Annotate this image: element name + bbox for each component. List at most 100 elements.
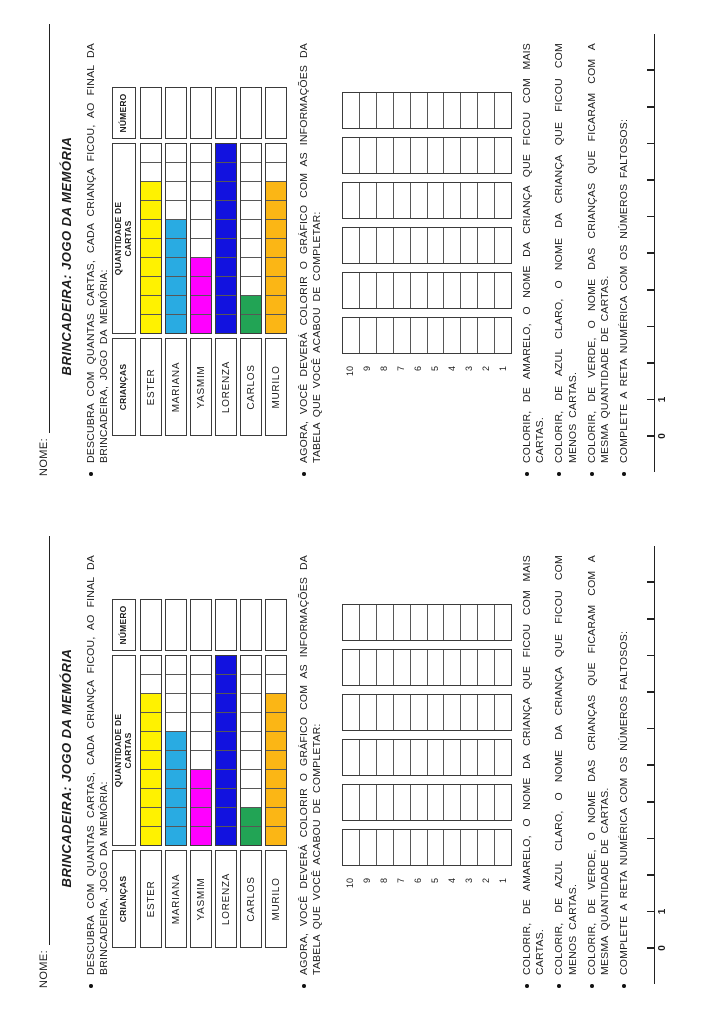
bullet-dot (589, 472, 594, 476)
card-cell (141, 769, 161, 788)
chart-cell (410, 228, 428, 263)
card-cell (166, 807, 186, 826)
chart-cell (376, 785, 394, 820)
chart-cell (359, 785, 377, 820)
table-row: ESTER (140, 87, 162, 436)
chart-column (342, 829, 512, 866)
chart-axis-label: 3 (464, 366, 474, 372)
card-cell (241, 788, 261, 807)
card-cell (141, 656, 161, 674)
cards-strip (190, 655, 212, 846)
chart-cell (393, 830, 411, 865)
bullet-dot (302, 984, 306, 988)
card-cell (191, 731, 211, 750)
card-cell (166, 276, 186, 295)
card-cell (216, 295, 236, 314)
card-cell (241, 750, 261, 769)
card-cell (191, 162, 211, 181)
card-cell (241, 257, 261, 276)
numero-cell (215, 87, 237, 139)
header-numero-label: NÚMERO (118, 93, 129, 133)
card-cell (266, 181, 286, 200)
card-cell (141, 257, 161, 276)
chart-cell (343, 740, 360, 775)
chart-cell (410, 830, 428, 865)
chart-cell (427, 740, 445, 775)
chart-cell (444, 605, 462, 640)
card-cell (266, 295, 286, 314)
card-cell (216, 219, 236, 238)
card-cell (266, 219, 286, 238)
card-cell (216, 826, 236, 845)
chart-cell (444, 138, 462, 173)
chart-cell (495, 605, 511, 640)
task-bullet-text: COLORIR, DE AZUL CLARO, O NOME DA CRIANÇ… (553, 43, 579, 463)
card-cell (216, 788, 236, 807)
chart-cell (461, 605, 479, 640)
number-line-tick (647, 691, 655, 693)
card-cell (241, 656, 261, 674)
chart-cell (376, 228, 394, 263)
task-bullet-text: COLORIR, DE AZUL CLARO, O NOME DA CRIANÇ… (553, 555, 579, 975)
card-cell (191, 769, 211, 788)
card-cell (166, 181, 186, 200)
header-cell-numero: NÚMERO (112, 599, 136, 651)
card-cell (266, 788, 286, 807)
header-criancas-label: CRIANÇAS (118, 875, 129, 923)
chart-cell (427, 830, 445, 865)
number-line-tick (647, 252, 655, 254)
table-row: CARLOS (240, 599, 262, 948)
card-cell (141, 181, 161, 200)
numero-cell (165, 87, 187, 139)
task-bullet: COLORIR, DE VERDE, O NOME DAS CRIANÇAS Q… (586, 536, 612, 988)
task-bullet: COLORIR, DE AMARELO, O NOME DA CRIANÇA Q… (521, 24, 547, 476)
card-cell (166, 314, 186, 333)
child-name-cell: ESTER (140, 850, 162, 948)
card-cell (141, 276, 161, 295)
chart-cell (444, 830, 462, 865)
cards-strip (215, 143, 237, 334)
number-line-tick (647, 179, 655, 181)
card-cell (266, 144, 286, 162)
chart-cell (478, 183, 496, 218)
card-cell (216, 181, 236, 200)
coloring-grid-chart: 10 9 8 7 6 5 4 3 2 1 (342, 512, 513, 1024)
numero-cell (240, 599, 262, 651)
card-cell (141, 788, 161, 807)
chart-cell (478, 228, 496, 263)
cards-strip (140, 655, 162, 846)
chart-cell (359, 138, 377, 173)
number-line-tick (647, 288, 655, 291)
card-cell (191, 276, 211, 295)
name-label: NOME: (38, 949, 50, 988)
card-cell (216, 693, 236, 712)
chart-column (342, 649, 512, 686)
card-cell (241, 295, 261, 314)
chart-cell (376, 695, 394, 730)
number-line-tick (647, 69, 655, 71)
chart-axis-label: 10 (345, 366, 355, 377)
card-cell (166, 144, 186, 162)
chart-column (342, 272, 512, 309)
chart-cell (461, 93, 479, 128)
child-name-cell: MARIANA (165, 338, 187, 436)
card-cell (266, 314, 286, 333)
chart-cell (495, 830, 511, 865)
card-cell (191, 788, 211, 807)
card-cell (266, 769, 286, 788)
chart-cell (444, 93, 462, 128)
chart-cell (478, 650, 496, 685)
card-cell (266, 826, 286, 845)
chart-axis-label: 9 (362, 878, 372, 884)
card-cell (266, 750, 286, 769)
chart-cell (376, 138, 394, 173)
child-name-cell: LORENZA (215, 338, 237, 436)
task-bullet: COLORIR, DE VERDE, O NOME DAS CRIANÇAS Q… (586, 24, 612, 476)
chart-cell (376, 830, 394, 865)
numero-cell (165, 599, 187, 651)
chart-cell (410, 740, 428, 775)
number-line-tick (647, 654, 655, 657)
chart-cell (427, 138, 445, 173)
card-cell (166, 826, 186, 845)
number-line-label: 0 (657, 433, 668, 439)
